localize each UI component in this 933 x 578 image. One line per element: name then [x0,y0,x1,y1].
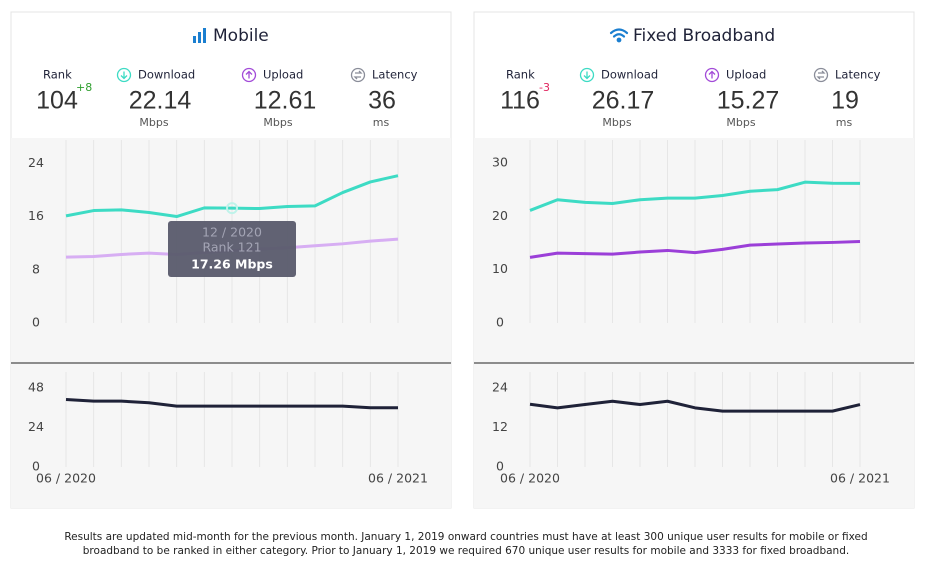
stat-icon [241,67,257,83]
y-tick-label: 0 [496,315,504,330]
stat-icon [813,67,829,83]
panel-title: Mobile [213,26,269,46]
stat-icon [350,67,366,83]
series-line [529,399,861,413]
series-line [65,174,399,219]
y-tick-label: 24 [492,380,508,395]
stat-icon-glyph [353,70,363,80]
y-tick-label: 48 [28,379,44,394]
footnote: Results are updated mid-month for the pr… [64,531,867,543]
rank-change: +8 [76,81,92,94]
tooltip-subtitle: Rank 121 [202,240,261,255]
stat-unit: Mbps [726,116,755,129]
chart-bg [474,138,914,508]
card-fixed: Fixed Broadband [473,11,915,509]
y-tick-label: 0 [32,459,40,474]
y-tick-label: 24 [28,419,44,434]
stat-unit: ms [373,116,390,129]
series-line [529,180,861,212]
mobile-icon [193,28,206,43]
stat-unit: Mbps [602,116,631,129]
stat-label: Upload [263,68,303,82]
stat-value: 22.14 [129,87,192,115]
stat-value: 19 [831,87,859,115]
hover-point [226,202,238,215]
stat-icon [704,67,720,83]
stat-label: Rank [43,68,72,82]
y-tick-label: 0 [32,315,40,330]
stat-icon-glyph [816,70,826,80]
stat-unit: Mbps [263,116,292,129]
stat-value: 104 [36,87,78,115]
footnote: broadband to be ranked in either categor… [83,545,849,557]
tooltip-title: 12 / 2020 [202,225,262,240]
y-tick-label: 0 [496,459,504,474]
stat-icon [579,67,595,83]
stat-icon [116,67,132,83]
y-tick-label: 20 [492,208,508,223]
y-tick-label: 10 [492,261,508,276]
rank-change: -3 [539,81,550,94]
series-line [65,397,398,410]
wifi-icon [609,28,629,43]
y-tick-label: 12 [492,419,508,434]
stat-label: Upload [726,68,766,82]
stat-value: 36 [368,87,396,115]
series-line [529,240,861,259]
stat-unit: Mbps [139,116,168,129]
stat-icon-glyph [245,70,253,79]
stat-icon-glyph [708,70,716,79]
y-tick-label: 24 [28,155,44,170]
stat-label: Latency [372,68,418,82]
stat-value: 15.27 [717,87,780,115]
x-tick-label: 06 / 2021 [830,471,890,486]
tooltip-value: 17.26 Mbps [191,257,273,272]
stat-label: Latency [835,68,881,82]
y-tick-label: 8 [32,261,40,276]
stat-label: Download [138,68,195,82]
card-mobile: Mobile [10,11,452,509]
x-tick-label: 06 / 2020 [500,471,560,486]
panel-title: Fixed Broadband [633,26,775,46]
stat-value: 12.61 [254,87,317,115]
x-tick-label: 06 / 2021 [368,471,428,486]
stat-icon-glyph [583,71,591,80]
chart-bg [11,138,451,508]
stat-label: Download [601,68,658,82]
stat-unit: ms [836,116,853,129]
stat-value: 26.17 [592,87,655,115]
x-tick-label: 06 / 2020 [36,471,96,486]
stat-icon-glyph [120,71,128,80]
y-tick-label: 30 [492,154,508,169]
tooltip-box [168,221,296,277]
stat-value: 116 [500,87,540,115]
stat-label: Rank [506,68,535,82]
y-tick-label: 16 [28,208,44,223]
